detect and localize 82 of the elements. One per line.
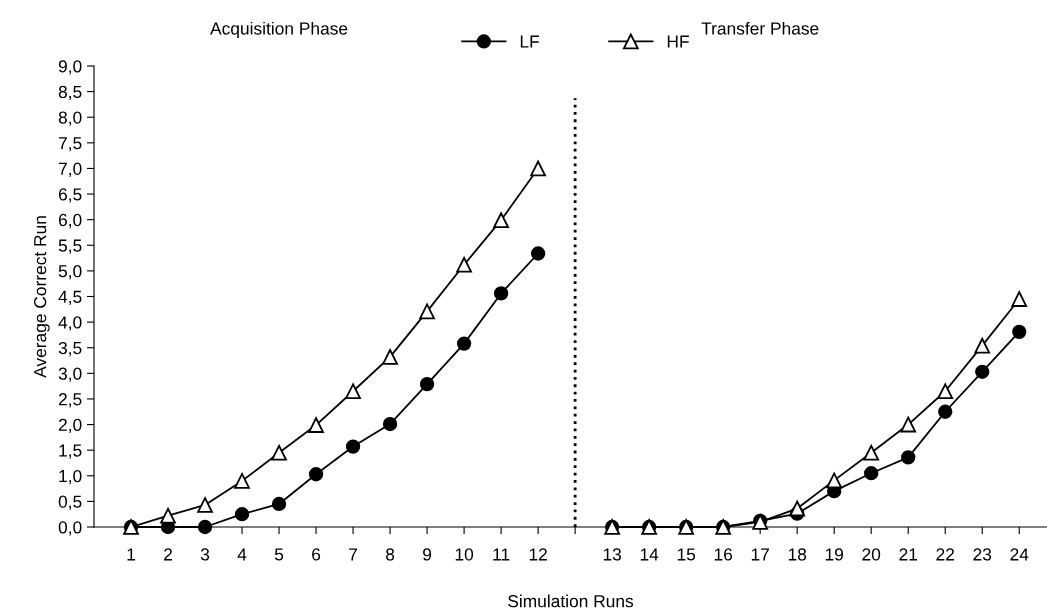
point bbox=[974, 337, 991, 354]
y-tick-label: 6,0 bbox=[58, 213, 82, 229]
point bbox=[975, 364, 990, 379]
point bbox=[493, 212, 509, 229]
x-tick-label: 4 bbox=[237, 548, 247, 561]
y-tick-label: 7,0 bbox=[58, 162, 82, 177]
point bbox=[456, 256, 472, 273]
x-tick-label: 7 bbox=[349, 548, 358, 561]
x-tick-label: 24 bbox=[1010, 548, 1029, 561]
point bbox=[493, 286, 509, 301]
x-tick-label: 22 bbox=[936, 548, 955, 561]
y-tick-label: 6,5 bbox=[58, 188, 82, 203]
x-tick-label: 3 bbox=[200, 548, 210, 561]
point bbox=[271, 444, 287, 461]
y-tick-label: 9,0 bbox=[58, 60, 82, 75]
point bbox=[308, 467, 324, 482]
point bbox=[863, 444, 880, 461]
point bbox=[197, 519, 213, 535]
point bbox=[1012, 324, 1027, 339]
point bbox=[938, 404, 953, 419]
y-tick-label: 1,0 bbox=[59, 469, 82, 485]
x-tick-label: 6 bbox=[312, 548, 321, 561]
x-tick-label: 18 bbox=[788, 548, 807, 561]
x-tick-label: 8 bbox=[386, 548, 395, 561]
legend-label: HF bbox=[667, 35, 689, 48]
point bbox=[234, 507, 250, 522]
point bbox=[345, 383, 361, 400]
x-tick-label: 21 bbox=[899, 548, 918, 561]
point bbox=[197, 497, 213, 513]
x-tick-label: 19 bbox=[825, 548, 844, 561]
y-tick-label: 2,5 bbox=[58, 393, 82, 408]
x-tick-label: 23 bbox=[973, 548, 992, 561]
text: Acquisition Phase bbox=[210, 21, 348, 39]
x-tick-label: 20 bbox=[862, 548, 881, 561]
x-axis-title: Simulation Runs bbox=[508, 594, 634, 608]
point bbox=[419, 376, 435, 392]
point bbox=[382, 416, 398, 432]
x-tick-label: 14 bbox=[640, 548, 659, 561]
point bbox=[826, 472, 843, 489]
point bbox=[864, 466, 879, 481]
x-tick-label: 12 bbox=[529, 548, 547, 561]
point bbox=[234, 473, 250, 489]
y-tick-label: 0,5 bbox=[58, 495, 82, 510]
x-tick-label: 17 bbox=[751, 548, 769, 561]
y-tick-label: 3,5 bbox=[58, 341, 82, 357]
y-axis-title: Average Correct Run bbox=[34, 216, 50, 378]
x-tick-label: 5 bbox=[274, 548, 284, 561]
y-tick-label: 1,5 bbox=[59, 444, 82, 459]
point bbox=[530, 246, 546, 261]
y-tick-label: 4,0 bbox=[58, 316, 82, 331]
y-tick-label: 3,0 bbox=[58, 367, 82, 382]
point bbox=[419, 303, 435, 320]
x-tick-label: 11 bbox=[493, 548, 510, 561]
point bbox=[456, 336, 472, 351]
point bbox=[901, 450, 916, 465]
y-tick-label: 8,0 bbox=[58, 111, 82, 126]
point bbox=[271, 496, 287, 512]
y-tick-label: 0,0 bbox=[58, 521, 82, 536]
text: Transfer Phase bbox=[701, 21, 819, 35]
point bbox=[530, 160, 546, 177]
point bbox=[789, 500, 806, 517]
y-tick-label: 2,0 bbox=[58, 418, 82, 434]
y-tick-label: 8,5 bbox=[58, 85, 82, 101]
point bbox=[900, 416, 917, 433]
point bbox=[345, 439, 361, 454]
point bbox=[160, 507, 176, 524]
x-tick-label: 10 bbox=[455, 548, 474, 561]
x-tick-label: 13 bbox=[603, 548, 622, 561]
y-tick-label: 5,0 bbox=[58, 265, 82, 280]
y-tick-label: 7,5 bbox=[58, 137, 82, 152]
x-tick-label: 15 bbox=[677, 548, 696, 561]
y-tick-label: 4,5 bbox=[58, 290, 82, 306]
x-tick-label: 1 bbox=[127, 548, 135, 561]
point bbox=[382, 349, 398, 365]
x-tick-label: 9 bbox=[423, 548, 432, 561]
y-tick-label: 5,5 bbox=[58, 239, 82, 254]
point bbox=[1011, 291, 1028, 307]
legend-label: LF bbox=[520, 35, 539, 48]
x-tick-label: 16 bbox=[714, 548, 733, 561]
x-tick-label: 2 bbox=[164, 548, 172, 561]
point bbox=[308, 417, 324, 433]
point bbox=[937, 383, 954, 400]
